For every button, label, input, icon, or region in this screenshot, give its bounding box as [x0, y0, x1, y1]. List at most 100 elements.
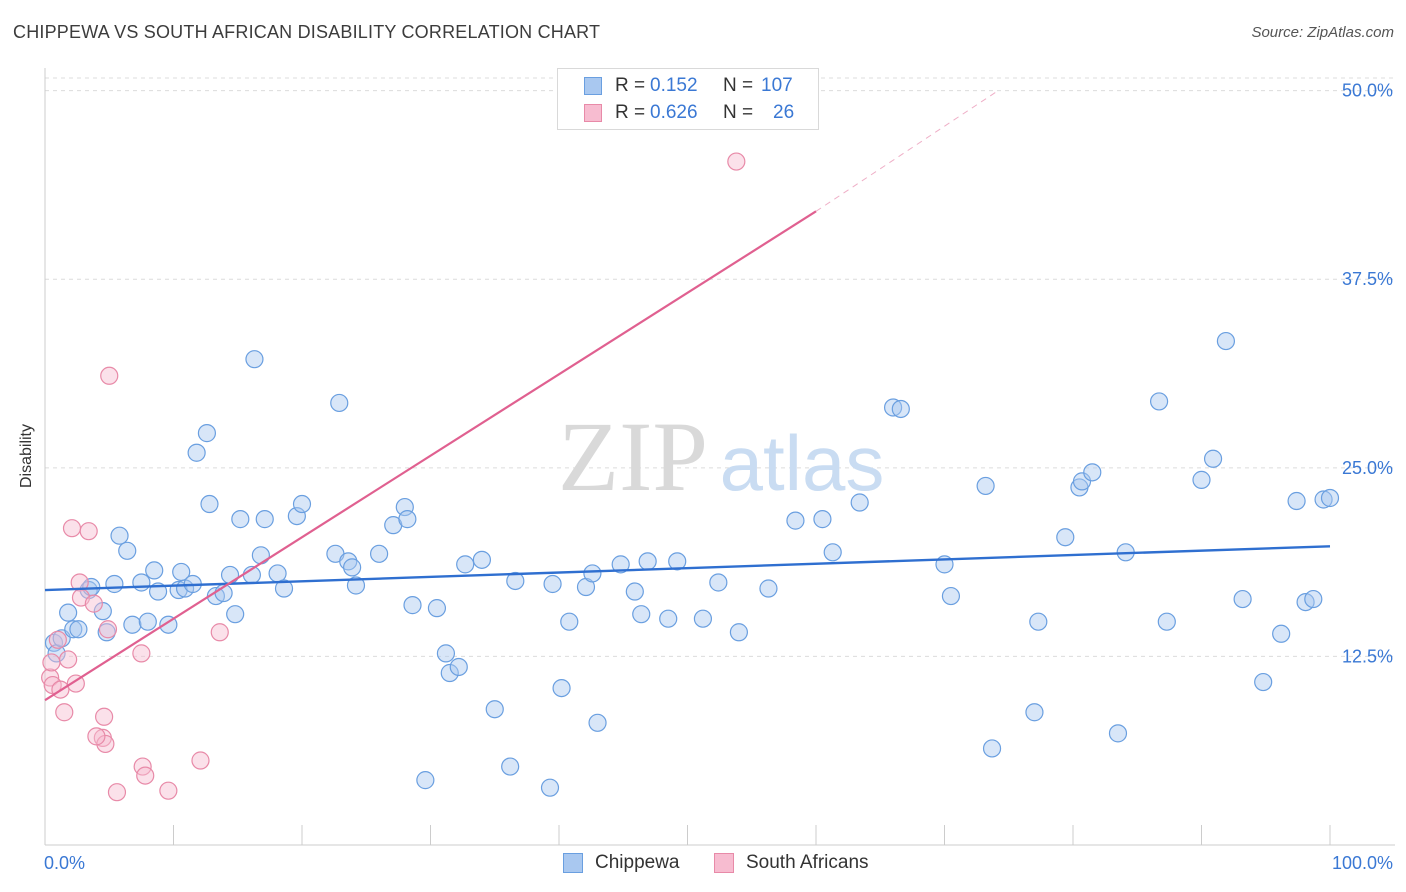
chippewa-point: [759, 579, 778, 598]
chippewa-point: [501, 757, 520, 776]
chippewa-point: [552, 678, 571, 698]
south-africans-point: [727, 152, 746, 171]
chippewa-point: [226, 605, 245, 624]
chippewa-point: [1287, 491, 1306, 511]
chippewa-point: [982, 739, 1002, 758]
chippewa-point: [729, 623, 749, 642]
watermark-zip: ZIP: [558, 401, 708, 512]
chippewa-point: [709, 573, 728, 592]
south-africans-point: [59, 650, 78, 669]
chippewa-point: [1157, 612, 1176, 631]
chippewa-point: [485, 700, 504, 719]
chippewa-point: [1216, 331, 1236, 351]
n-label: N =: [723, 75, 754, 96]
south-africans-point: [210, 623, 229, 642]
south-africans-point: [100, 366, 119, 385]
legend-row-chippewa: R = 0.152 N = 107: [558, 75, 818, 99]
south-africans-point: [62, 519, 82, 538]
chippewa-point: [540, 778, 560, 797]
watermark: ZIP atlas: [558, 401, 884, 512]
chippewa-point: [1149, 392, 1169, 411]
chippewa-point: [1025, 703, 1044, 722]
chippewa-point: [625, 582, 644, 601]
chippewa-point: [292, 494, 312, 514]
chippewa-point: [274, 579, 294, 598]
r-label: R =: [615, 75, 646, 96]
chippewa-point: [200, 494, 219, 514]
chippewa-point: [1056, 528, 1075, 547]
chippewa-point: [786, 511, 805, 530]
y-tick-label: 37.5%: [1342, 269, 1393, 289]
chippewa-point: [1314, 490, 1333, 509]
chippewa-point: [197, 424, 217, 443]
chippewa-trend-line: [44, 545, 1331, 592]
chippewa-point: [255, 510, 274, 529]
chippewa-legend-label: Chippewa: [595, 852, 680, 873]
chippewa-point: [659, 609, 678, 628]
chippewa-point: [436, 644, 456, 663]
south-africans-point: [132, 644, 151, 663]
south-africans-point: [55, 703, 74, 722]
chippewa-point: [123, 615, 142, 634]
chippewa-point: [59, 603, 78, 622]
south-africans-point: [159, 781, 178, 800]
south-africans-point: [84, 594, 103, 613]
chippewa-point: [1083, 463, 1102, 482]
chippewa-point: [1272, 624, 1291, 643]
chippewa-point: [220, 565, 240, 585]
chippewa-point: [1304, 589, 1323, 609]
south-africans-legend-label: South Africans: [746, 852, 869, 873]
x-tick-label: 100.0%: [1332, 853, 1393, 873]
chippewa-point: [69, 620, 88, 639]
n-value: 26: [773, 102, 795, 123]
chippewa-point: [850, 493, 869, 512]
chippewa-point: [105, 574, 124, 594]
chippewa-point: [883, 398, 903, 417]
chippewa-point: [693, 609, 713, 628]
y-tick-label: 50.0%: [1342, 81, 1393, 101]
x-tick-label: 0.0%: [44, 853, 85, 873]
chippewa-point: [1072, 472, 1092, 491]
chippewa-point: [941, 586, 961, 606]
chippewa-point: [187, 443, 206, 462]
stats-legend: R = 0.152 N = 107 R = 0.626 N = 26: [557, 68, 819, 130]
chippewa-point: [343, 558, 362, 577]
south-africans-point: [42, 653, 61, 672]
chippewa-point: [346, 576, 366, 595]
source-credit: Source: ZipAtlas.com: [1251, 24, 1394, 41]
south-africans-points: [41, 152, 746, 802]
chippewa-point: [560, 612, 579, 631]
south-africans-point: [191, 751, 210, 770]
chippewa-legend-swatch: [563, 853, 583, 873]
chippewa-point: [1203, 449, 1223, 468]
south-africans-point: [107, 783, 127, 802]
r-label: R =: [615, 102, 646, 123]
chippewa-point: [370, 544, 389, 563]
south-africans-trend-extension: [815, 91, 997, 212]
chippewa-point: [138, 612, 157, 631]
chippewa-point: [668, 552, 687, 571]
chippewa-point: [1108, 724, 1128, 743]
chippewa-point: [251, 546, 270, 565]
chippewa-point: [132, 573, 151, 592]
chippewa-point: [823, 543, 842, 562]
n-label: N =: [723, 102, 754, 123]
chippewa-point: [64, 620, 83, 639]
axes: [44, 68, 1395, 846]
chippewa-point: [398, 510, 417, 529]
chippewa-point: [813, 510, 832, 529]
chippewa-point: [583, 564, 602, 583]
legend-row-south-africans: R = 0.626 N = 26: [558, 102, 818, 126]
chippewa-point: [440, 663, 459, 683]
chippewa-point: [1192, 470, 1211, 489]
chippewa-swatch: [584, 77, 602, 95]
chippewa-point: [427, 599, 447, 618]
south-africans-point: [136, 766, 155, 785]
south-africans-point: [79, 522, 98, 541]
chippewa-point: [891, 399, 910, 419]
chippewa-point: [543, 574, 562, 594]
tick-labels: 12.5% 25.0% 37.5% 50.0% 0.0% 100.0%: [44, 81, 1393, 873]
chippewa-point: [456, 555, 475, 574]
chippewa-point: [97, 623, 116, 642]
